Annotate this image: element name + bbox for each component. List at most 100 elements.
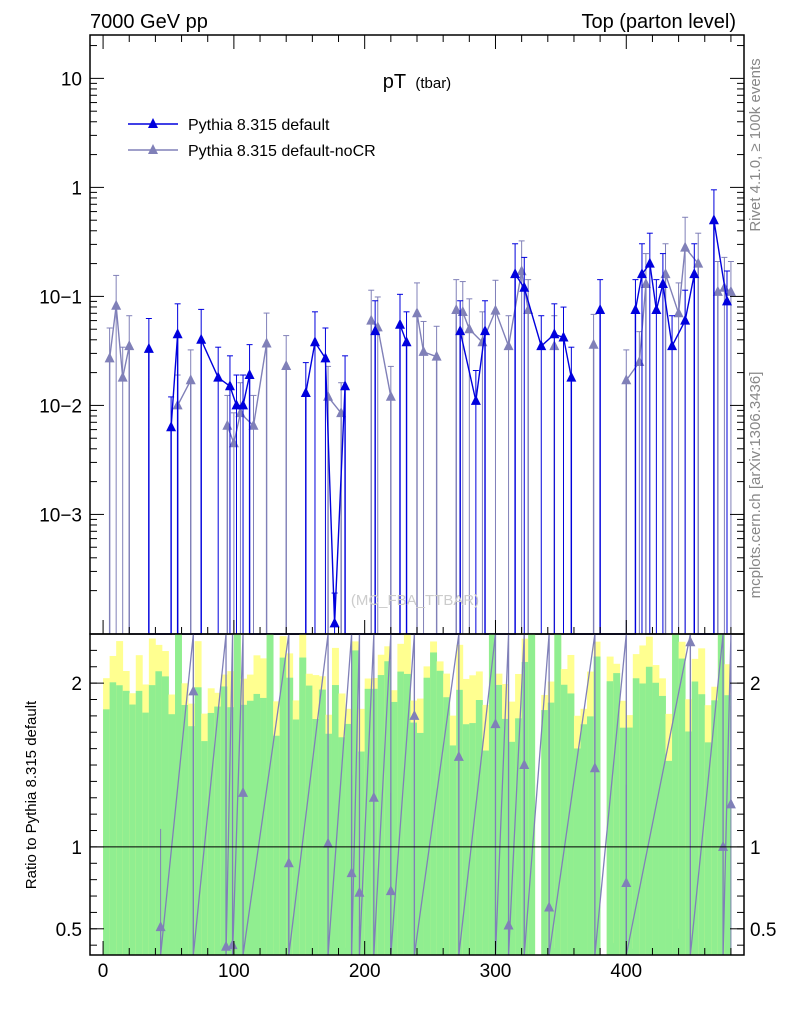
ratio-band-green (613, 673, 621, 955)
ratio-band-green (345, 723, 352, 955)
ratio-band-green (338, 737, 346, 955)
ratio-xtick-label: 200 (349, 961, 381, 982)
series-marker-noCR (385, 390, 396, 401)
ratio-series-marker (354, 886, 365, 897)
ratio-band-green (273, 735, 281, 955)
ratio-band-green (678, 658, 686, 955)
series-marker-default (329, 617, 340, 628)
ratio-ytick-label: 1 (71, 838, 82, 859)
ratio-band-green (482, 750, 490, 955)
ratio-band-green (364, 688, 372, 955)
ratio-band-green (390, 701, 398, 955)
ratio-series-marker (544, 901, 555, 912)
ratio-band-green (515, 718, 523, 955)
ratio-band-green (652, 682, 660, 955)
series-marker-default (549, 328, 560, 339)
ratio-band-green (148, 685, 156, 955)
ratio-xtick-label: 300 (480, 961, 512, 982)
ratio-band-green (456, 689, 464, 955)
series-marker-default (394, 318, 405, 329)
main-ytick-label: 10 (61, 69, 82, 90)
series-marker-default (721, 295, 732, 306)
ratio-band-green (502, 718, 509, 955)
series-marker-noCR (673, 307, 684, 318)
legend-label-noCR: Pythia 8.315 default-noCR (188, 143, 376, 160)
ratio-series-marker (155, 921, 166, 932)
ratio-band-green (449, 745, 457, 955)
ratio-series-marker (589, 762, 600, 773)
series-marker-default (455, 325, 466, 336)
ratio-band-green (469, 723, 477, 955)
ratio-band-green (240, 704, 248, 955)
ratio-series-marker (385, 885, 396, 896)
ratio-band-green (305, 685, 313, 955)
series-marker-noCR (490, 304, 501, 315)
ratio-band-green (587, 716, 594, 955)
ratio-band-green (430, 652, 438, 955)
series-marker-default (166, 421, 177, 432)
series-marker-default (630, 304, 641, 315)
series-marker-default (470, 394, 481, 405)
series-line-default (148, 220, 728, 635)
ratio-band-green (318, 689, 326, 955)
ratio-band-green (279, 657, 287, 955)
series-marker-default (510, 268, 521, 279)
series-marker-default (680, 314, 691, 325)
ratio-band-green (639, 683, 647, 955)
series-marker-noCR (185, 374, 196, 385)
ratio-band-green (194, 687, 202, 955)
series-marker-noCR (281, 359, 292, 370)
ratio-ylabel: Ratio to Pythia 8.315 default (23, 700, 40, 889)
ratio-series-marker (685, 636, 696, 647)
legend-marker-noCR (148, 144, 158, 154)
ratio-ytick-label: 0.5 (56, 920, 82, 941)
ratio-series-marker (718, 840, 729, 851)
series-marker-default (238, 399, 249, 410)
ratio-band-green (475, 700, 483, 955)
ratio-band-green (371, 688, 379, 955)
series-marker-noCR (725, 285, 736, 296)
series-marker-default (231, 399, 242, 410)
series-marker-noCR (117, 371, 128, 382)
ratio-band-green (547, 702, 555, 955)
ratio-band-green (403, 673, 411, 955)
ratio-band-green (698, 694, 706, 955)
series-marker-default (651, 304, 662, 315)
chart-title: pT (tbar) (383, 71, 451, 93)
legend: Pythia 8.315 default Pythia 8.315 defaul… (128, 117, 376, 160)
ratio-band-green (619, 727, 627, 955)
ratio-band-green (103, 709, 111, 955)
ratio-band-green (606, 681, 614, 955)
ratio-series-marker (725, 798, 736, 809)
series-marker-default (636, 268, 647, 279)
ratio-band-green (292, 719, 300, 955)
ratio-band-green (462, 724, 470, 955)
ratio-series-marker (490, 718, 501, 729)
ratio-band-green (717, 634, 725, 955)
ratio-band-green (593, 656, 601, 955)
ratio-band-green (220, 686, 228, 955)
ratio-band-green (423, 677, 431, 955)
ratio-band-green (168, 714, 176, 955)
ratio-series-marker (323, 837, 334, 848)
ratio-band-green (260, 697, 267, 955)
ratio-band-green (632, 678, 640, 955)
series-marker-noCR (222, 419, 233, 430)
ratio-band-green (488, 634, 496, 955)
series-marker-noCR (418, 345, 429, 356)
ratio-band-green (188, 726, 196, 955)
side-label-mcplots: mcplots.cern.ch [arXiv:1306.3436] (747, 372, 764, 599)
ratio-band-green (122, 690, 130, 955)
ratio-band-green (135, 690, 143, 955)
ratio-series-marker (503, 919, 514, 930)
series-marker-default (401, 336, 412, 347)
ratio-band-green (685, 731, 693, 955)
series-marker-default (558, 331, 569, 342)
series-marker-default (370, 325, 381, 336)
ratio-series-marker (227, 939, 238, 950)
series-marker-default (300, 386, 311, 397)
ratio-band-green (508, 741, 516, 955)
main-ytick-label: 10−2 (39, 396, 82, 417)
ratio-band-green (109, 682, 117, 955)
